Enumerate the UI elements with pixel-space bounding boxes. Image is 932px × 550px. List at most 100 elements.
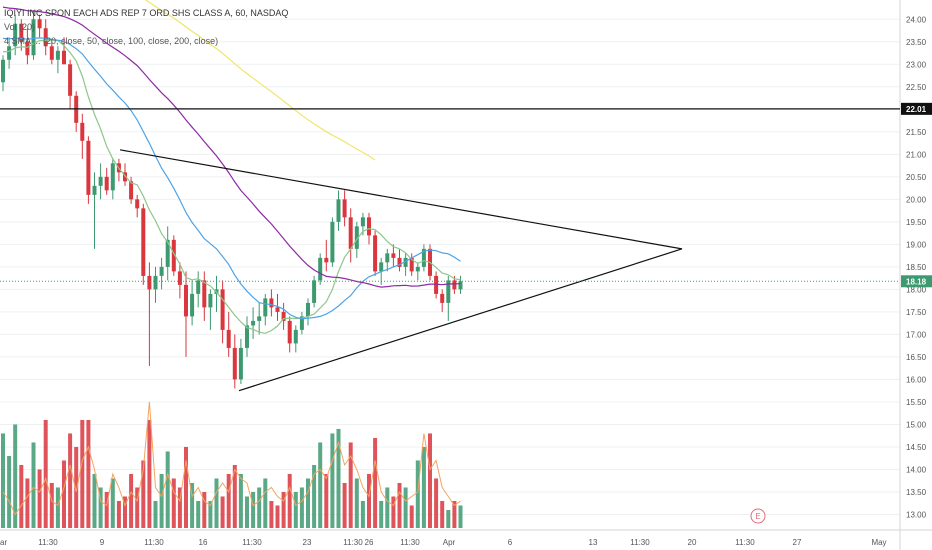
volume-bar: [177, 487, 182, 528]
candle-body: [147, 275, 152, 290]
candle-body: [7, 46, 12, 60]
candle: [49, 41, 54, 65]
candle-body: [165, 239, 170, 267]
candle: [275, 293, 280, 321]
candle: [74, 91, 79, 132]
volume-bar: [110, 478, 115, 528]
volume-bar: [360, 500, 365, 528]
time-tick-label: ar: [0, 538, 7, 547]
candle: [135, 194, 140, 218]
candle-body: [110, 163, 115, 191]
volume-bar: [135, 487, 140, 528]
time-tick-label: 23: [303, 538, 312, 547]
candle-body: [446, 280, 451, 303]
price-tick-label: 16.00: [906, 375, 927, 384]
candle-body: [373, 235, 378, 272]
volume-bar: [434, 478, 439, 528]
volume-bar: [153, 500, 158, 528]
volume-bar: [397, 482, 402, 528]
candle: [342, 190, 347, 227]
triangle-trendlines: [0, 108, 900, 392]
candle-body: [269, 298, 274, 308]
candle: [86, 136, 91, 204]
volume-bar: [37, 469, 42, 528]
volume-bar: [208, 500, 213, 528]
volume-bar: [306, 478, 310, 528]
volume-bar: [55, 487, 60, 528]
candle: [446, 275, 451, 321]
candle: [55, 46, 60, 74]
candle: [232, 334, 237, 389]
candle: [220, 280, 225, 344]
price-tick-label: 13.50: [906, 488, 927, 497]
candle: [159, 257, 164, 290]
candle: [458, 275, 463, 294]
candle: [147, 262, 152, 366]
volume-bar: [238, 473, 243, 528]
candle-body: [13, 23, 18, 47]
candle-body: [202, 280, 207, 308]
volume-bar: [116, 500, 121, 528]
volume-bar: [25, 478, 30, 528]
ma-line: [2, 37, 461, 320]
candle-body: [403, 257, 408, 267]
price-tick-label: 17.00: [906, 330, 927, 339]
volume-bar: [214, 478, 219, 528]
candle-body: [360, 217, 365, 227]
price-tick-label: 23.50: [906, 38, 927, 47]
candle: [421, 244, 426, 272]
candle-body: [43, 28, 48, 47]
candle-body: [452, 280, 457, 290]
price-tick-label: 22.50: [906, 83, 927, 92]
candle-body: [208, 293, 213, 308]
volume-bar: [275, 505, 280, 528]
ma-line: [2, 6, 461, 288]
candle: [1, 55, 5, 92]
volume-bar: [391, 496, 396, 528]
time-tick-label: 11:30: [242, 538, 262, 547]
time-tick-label: Apr: [443, 538, 456, 547]
trendline: [119, 149, 683, 250]
candle-body: [257, 316, 262, 321]
time-tick-label: 27: [793, 538, 802, 547]
candle-body: [37, 19, 42, 29]
candle-body: [1, 59, 5, 83]
candle-body: [440, 293, 445, 303]
candle-body: [98, 176, 103, 186]
price-tick-label: 15.50: [906, 398, 927, 407]
candle-body: [263, 298, 268, 317]
candle-body: [232, 347, 237, 380]
candle: [434, 271, 439, 299]
ma-line: [144, 0, 376, 161]
candle: [80, 113, 85, 159]
candle: [263, 293, 268, 326]
chart-legend: IQIYI INC SPON EACH ADS REP 7 ORD SHS CL…: [4, 6, 288, 48]
candle: [202, 271, 207, 321]
candle-body: [354, 226, 359, 249]
price-tick-label: 14.00: [906, 465, 927, 474]
volume-bar: [403, 487, 408, 528]
candle: [287, 316, 292, 353]
volume-bar: [452, 500, 457, 528]
candle: [7, 37, 12, 69]
volume-bar: [49, 482, 54, 528]
candle: [318, 253, 323, 285]
candle-body: [367, 217, 371, 236]
volume-bar: [43, 419, 48, 528]
volume-bar: [74, 446, 79, 528]
volume-bar: [379, 500, 384, 528]
candle: [43, 19, 48, 56]
volume-bar: [415, 460, 420, 528]
volume-legend: Vol (20): [4, 22, 36, 32]
volume-bar: [336, 428, 341, 528]
earnings-marker[interactable]: E: [750, 508, 766, 524]
ma-legend: 4 SMA ... (20, close, 50, close, 100, cl…: [4, 36, 219, 46]
volume-bar: [220, 496, 225, 528]
candle: [391, 244, 396, 267]
candle-body: [86, 140, 91, 195]
time-tick-label: 11:30: [735, 538, 755, 547]
candle-body: [104, 176, 109, 191]
candle: [92, 172, 97, 249]
volume-bar: [299, 487, 304, 528]
